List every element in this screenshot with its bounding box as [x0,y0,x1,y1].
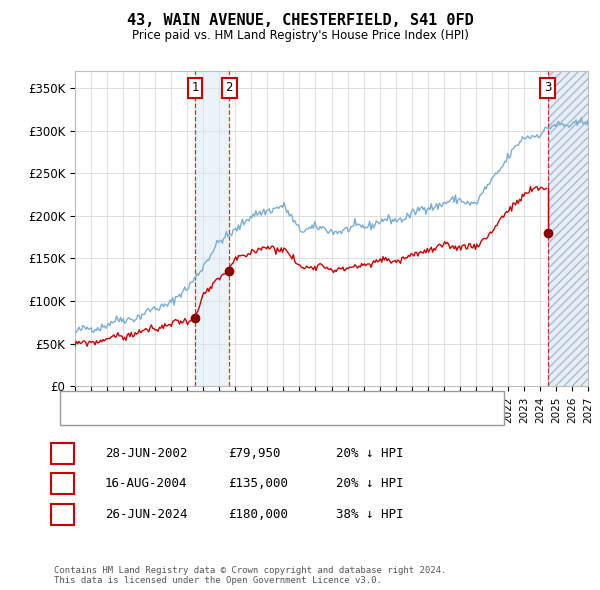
Text: £180,000: £180,000 [228,508,288,521]
Text: 38% ↓ HPI: 38% ↓ HPI [336,508,404,521]
Text: 28-JUN-2002: 28-JUN-2002 [105,447,187,460]
Text: 3: 3 [544,81,551,94]
Bar [548,71,588,386]
Text: 20% ↓ HPI: 20% ↓ HPI [336,477,404,490]
Text: Price paid vs. HM Land Registry's House Price Index (HPI): Price paid vs. HM Land Registry's House … [131,29,469,42]
Text: 16-AUG-2004: 16-AUG-2004 [105,477,187,490]
Bar [195,71,229,386]
Text: 2: 2 [226,81,233,94]
Text: 20% ↓ HPI: 20% ↓ HPI [336,447,404,460]
Text: £135,000: £135,000 [228,477,288,490]
Text: 1: 1 [59,447,66,460]
Text: 1: 1 [191,81,199,94]
Text: 26-JUN-2024: 26-JUN-2024 [105,508,187,521]
Text: 3: 3 [59,508,66,521]
Text: HPI: Average price, detached house, Chesterfield: HPI: Average price, detached house, Ches… [97,410,397,420]
Text: £79,950: £79,950 [228,447,281,460]
Text: 43, WAIN AVENUE, CHESTERFIELD, S41 0FD: 43, WAIN AVENUE, CHESTERFIELD, S41 0FD [127,13,473,28]
Text: Contains HM Land Registry data © Crown copyright and database right 2024.
This d: Contains HM Land Registry data © Crown c… [54,566,446,585]
Text: 43, WAIN AVENUE, CHESTERFIELD, S41 0FD (detached house): 43, WAIN AVENUE, CHESTERFIELD, S41 0FD (… [97,395,441,405]
Text: 2: 2 [59,477,66,490]
